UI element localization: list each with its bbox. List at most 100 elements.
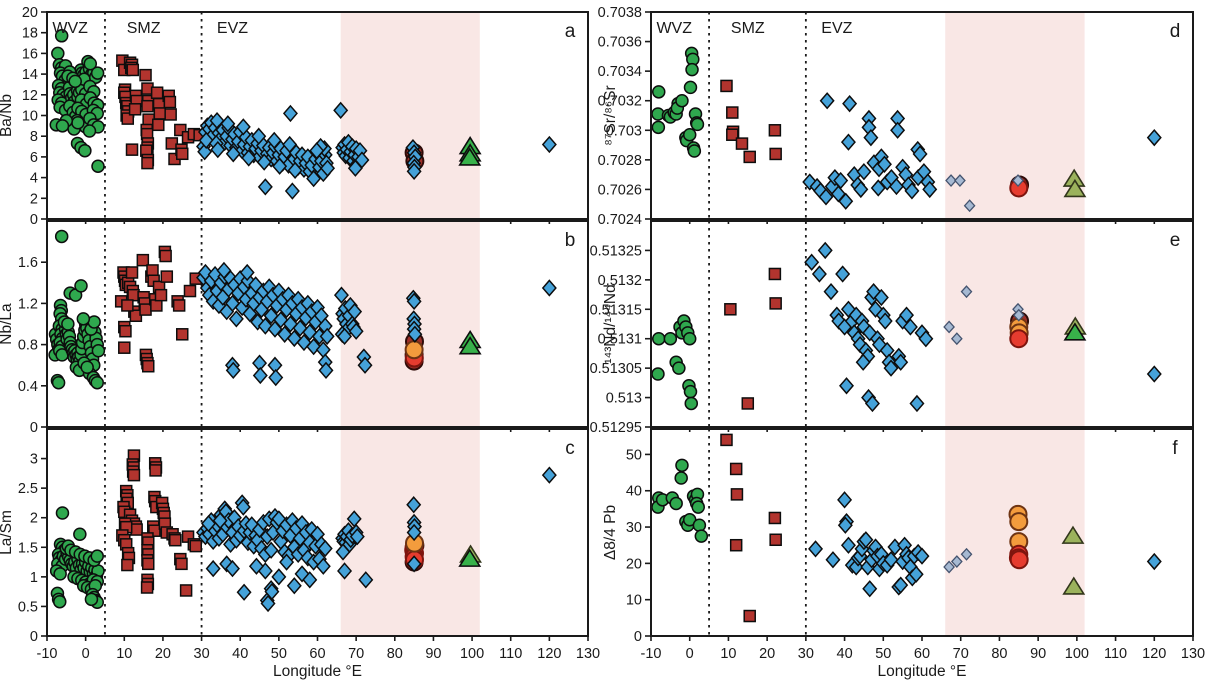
x-tick-label: -10 <box>37 646 58 662</box>
marker-diamond <box>863 129 879 147</box>
marker-diamond <box>864 394 880 413</box>
zone-label-evz: EVZ <box>821 20 852 37</box>
marker-square <box>127 468 141 482</box>
y-tick-label: 30 <box>626 520 642 536</box>
x-tick-label: 10 <box>116 646 132 662</box>
marker-diamond <box>354 151 370 169</box>
marker-diamond <box>842 95 858 113</box>
x-tick-label: 20 <box>759 646 775 662</box>
marker-diamond <box>260 594 276 613</box>
panel-letter-c: c <box>565 438 575 459</box>
marker-circle <box>674 471 688 485</box>
marker-circle <box>90 549 104 563</box>
marker-diamond <box>862 580 878 598</box>
series-red_big-6 <box>1009 329 1029 349</box>
marker-diamond <box>309 142 325 160</box>
marker-diamond <box>1146 552 1162 571</box>
marker-diamond <box>337 327 353 346</box>
marker-diamond <box>950 332 963 346</box>
marker-diamond <box>893 576 909 594</box>
series-tri_green-5 <box>458 136 482 166</box>
marker-square <box>769 297 782 310</box>
highlight-band <box>340 12 480 219</box>
marker-square <box>741 397 755 410</box>
marker-square <box>164 108 177 121</box>
marker-diamond <box>818 188 834 206</box>
marker-diamond <box>802 173 818 191</box>
marker-diamond <box>282 135 298 154</box>
marker-square <box>149 464 162 477</box>
x-tick-label: -10 <box>641 646 662 662</box>
marker-square <box>121 558 134 572</box>
marker-diamond <box>224 294 240 313</box>
marker-square <box>729 538 743 552</box>
marker-circle <box>691 500 705 514</box>
series-wvz-0 <box>49 29 105 173</box>
y-tick-label: 16 <box>22 46 38 62</box>
marker-diamond <box>890 121 906 139</box>
marker-diamond <box>318 361 334 379</box>
series-smz-1 <box>116 449 203 597</box>
marker-diamond <box>220 115 236 133</box>
marker-square <box>121 112 135 125</box>
y-tick-label: 0.51325 <box>590 243 642 259</box>
marker-square <box>175 557 188 571</box>
marker-circle <box>682 331 697 346</box>
marker-diamond <box>212 512 228 530</box>
marker-circle <box>683 80 698 95</box>
x-tick-label: 10 <box>720 646 736 662</box>
series-gray-6 <box>1012 174 1024 188</box>
marker-square <box>769 147 782 161</box>
marker-circle <box>651 367 665 381</box>
marker-circle <box>692 518 707 532</box>
marker-triangle <box>1062 576 1086 595</box>
marker-diamond <box>264 582 280 601</box>
marker-circle <box>83 57 98 71</box>
marker-diamond <box>866 282 882 301</box>
series-wvz-0 <box>49 506 105 610</box>
y-tick-label: 0.7024 <box>598 212 642 228</box>
series-gray-3 <box>945 174 976 213</box>
marker-circle <box>74 279 88 293</box>
panel-a-series <box>49 29 557 200</box>
marker-square <box>183 284 197 298</box>
marker-square <box>768 511 782 525</box>
y-tick-label: 0.5132 <box>598 273 642 289</box>
marker-square <box>148 524 161 537</box>
x-tick-label: 30 <box>798 646 814 662</box>
marker-circle <box>682 127 697 142</box>
marker-circle <box>684 396 699 411</box>
marker-diamond <box>837 491 853 509</box>
marker-circle <box>51 375 66 390</box>
y-tick-label: 0 <box>30 629 38 645</box>
marker-square <box>160 270 174 283</box>
marker-circle <box>55 506 70 520</box>
marker-diamond <box>825 551 841 569</box>
y-tick-label: 0 <box>30 420 38 436</box>
marker-diamond <box>248 557 264 575</box>
marker-diamond <box>856 163 872 181</box>
marker-circle <box>1009 550 1029 570</box>
marker-circle <box>651 85 666 99</box>
y-tick-label: 0.51305 <box>590 361 642 377</box>
marker-diamond <box>922 180 938 199</box>
marker-square <box>139 68 152 82</box>
y-tick-label: 0.5131 <box>598 332 642 348</box>
y-tick-label: 14 <box>22 67 38 83</box>
marker-circle <box>54 29 69 43</box>
marker-square <box>126 63 140 77</box>
panel-b-series <box>48 229 557 390</box>
marker-diamond <box>272 157 288 175</box>
marker-diamond <box>823 282 839 301</box>
marker-square <box>768 267 782 281</box>
series-orange_big-5 <box>404 340 424 360</box>
marker-circle <box>672 361 686 375</box>
y-tick-label: 1.5 <box>18 540 38 556</box>
series-wvz-0 <box>651 314 699 411</box>
y-tick-label: 1.2 <box>18 296 38 312</box>
marker-circle <box>80 360 94 375</box>
marker-square <box>735 137 749 150</box>
y-tick-label: 0.7026 <box>598 182 642 198</box>
